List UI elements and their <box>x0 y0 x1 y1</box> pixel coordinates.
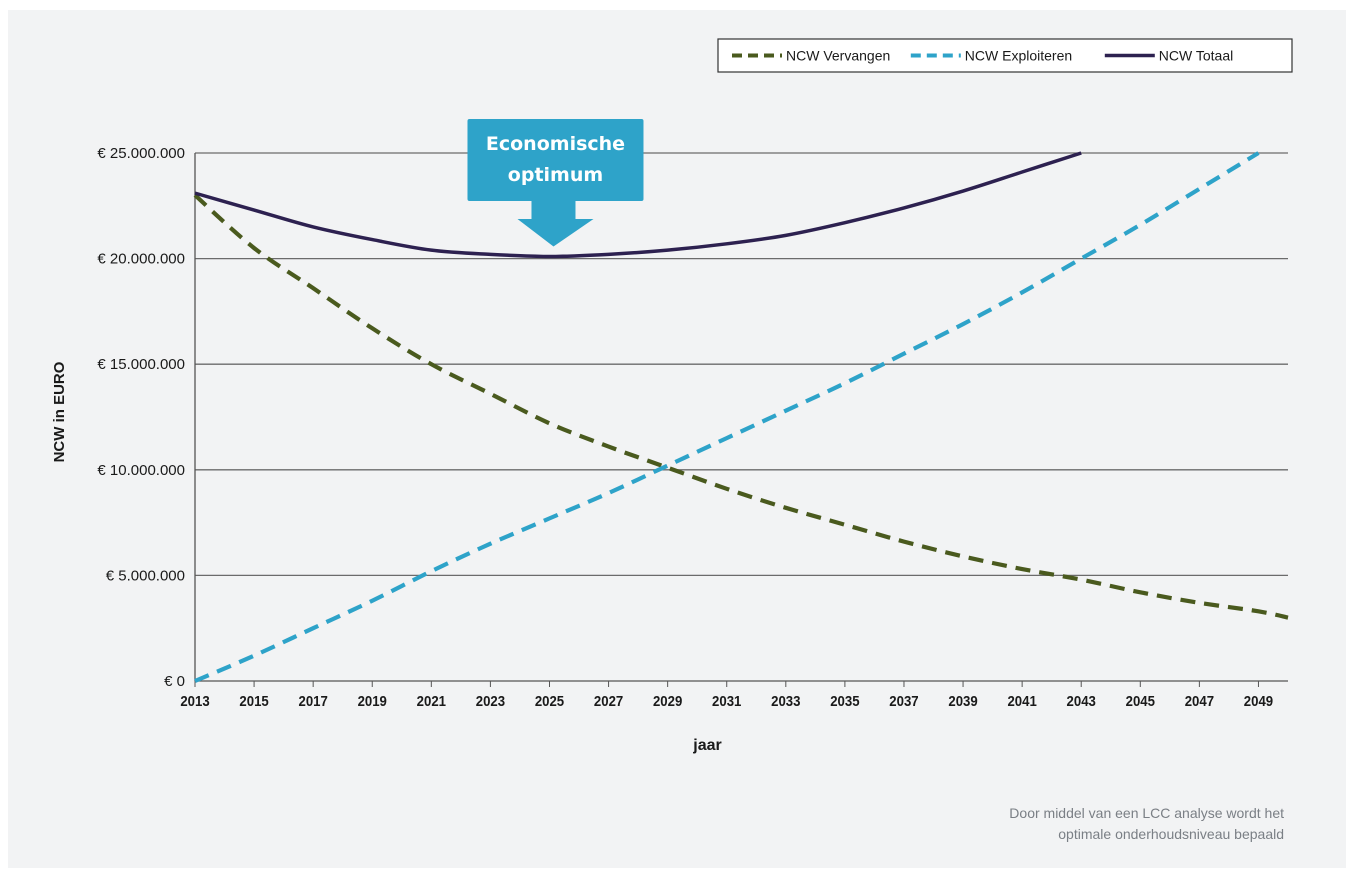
series-line-ncw-exploiteren <box>194 151 1260 683</box>
x-tick-label: 2041 <box>1007 692 1036 709</box>
legend-label-ncw-vervangen: NCW Vervangen <box>786 48 890 64</box>
figure-caption: Door middel van een LCC analyse wordt he… <box>864 803 1284 845</box>
annotation-text-line-1: Economische <box>486 133 625 155</box>
x-tick-label: 2035 <box>830 692 859 709</box>
y-axis-title: NCW in EURO <box>51 361 68 462</box>
series-line-ncw-vervangen <box>193 193 1289 620</box>
x-tick-label: 2013 <box>180 692 209 709</box>
x-tick-label: 2031 <box>712 692 741 709</box>
x-tick-label: 2037 <box>889 692 918 709</box>
x-tick-label: 2045 <box>1126 692 1155 709</box>
y-tick-label: € 20.000.000 <box>97 251 185 268</box>
x-tick-label: 2047 <box>1185 692 1214 709</box>
caption-line-2: optimale onderhoudsniveau bepaald <box>1058 826 1284 842</box>
y-tick-label: € 5.000.000 <box>106 567 185 584</box>
line-chart: € 0 € 5.000.000 € 10.000.000 € 15.000.000 € … <box>51 38 1293 754</box>
series-line-ncw-totaal <box>194 151 1082 259</box>
x-tick-label: 2019 <box>358 692 387 709</box>
figure-panel: € 0 € 5.000.000 € 10.000.000 € 15.000.000 € … <box>8 10 1346 868</box>
x-axis-title: jaar <box>692 737 721 754</box>
x-tick-label: 2029 <box>653 692 682 709</box>
annotation-text-line-2: optimum <box>508 164 603 186</box>
x-tick-label: 2021 <box>417 692 446 709</box>
legend-label-ncw-totaal: NCW Totaal <box>1159 48 1233 64</box>
annotation-arrow <box>517 201 594 247</box>
annotation-box <box>467 119 644 201</box>
x-tick-label: 2033 <box>771 692 800 709</box>
x-tick-label: 2043 <box>1067 692 1096 709</box>
legend-label-ncw-exploiteren: NCW Exploiteren <box>965 48 1072 64</box>
x-tick-label: 2023 <box>476 692 505 709</box>
y-tick-label: € 25.000.000 <box>97 145 185 162</box>
legend-box <box>717 38 1293 73</box>
y-tick-label: € 10.000.000 <box>97 462 185 479</box>
y-tick-label: € 15.000.000 <box>97 356 185 373</box>
x-tick-label: 2015 <box>239 692 268 709</box>
x-tick-label: 2039 <box>948 692 977 709</box>
x-tick-label: 2027 <box>594 692 623 709</box>
caption-line-1: Door middel van een LCC analyse wordt he… <box>1009 805 1284 821</box>
x-tick-label: 2025 <box>535 692 564 709</box>
y-tick-label: € 0 <box>164 673 185 690</box>
chart-area: € 0 € 5.000.000 € 10.000.000 € 15.000.000 € … <box>8 10 1346 770</box>
x-tick-label: 2017 <box>298 692 327 709</box>
x-tick-label: 2049 <box>1244 692 1273 709</box>
